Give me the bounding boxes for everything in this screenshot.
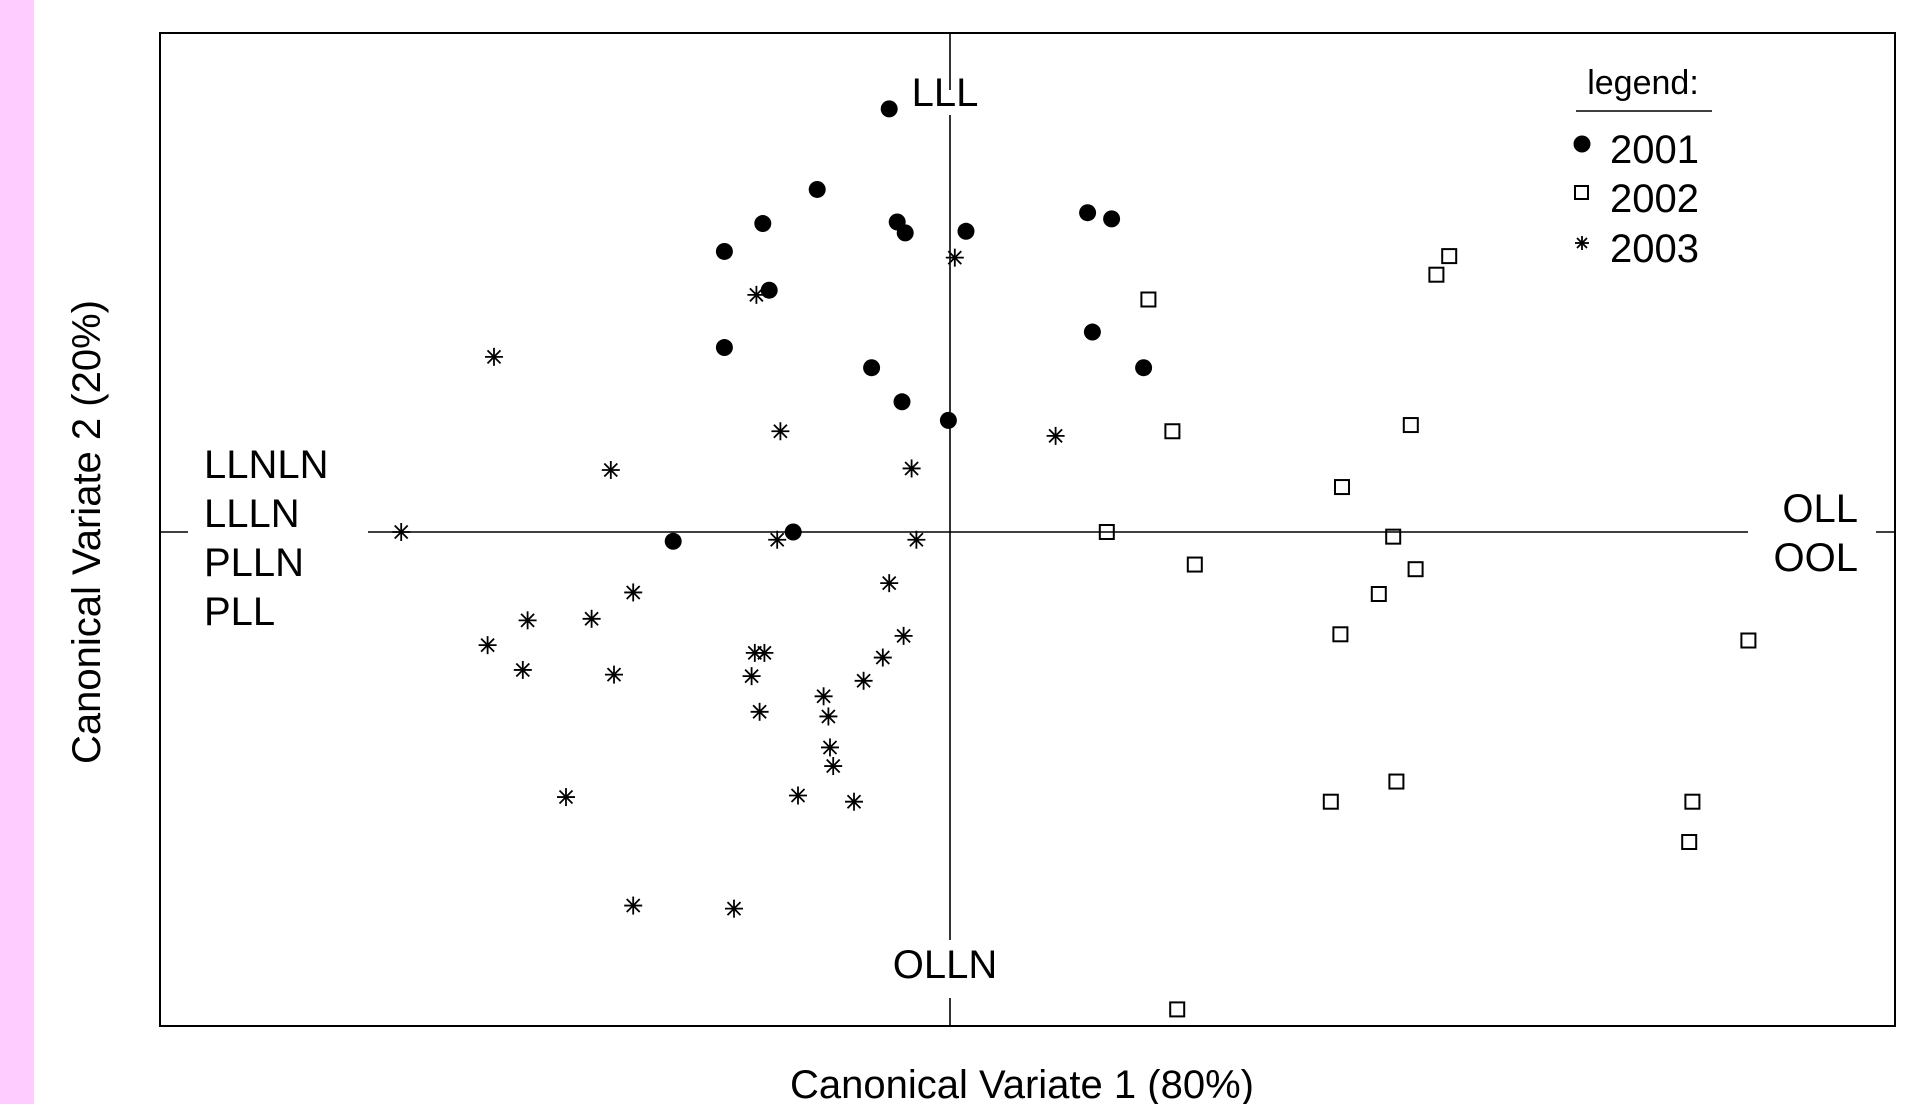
point-2003-27 — [821, 738, 839, 757]
legend-marker-2003 — [1575, 236, 1589, 250]
point-2003-3 — [485, 347, 503, 366]
point-2002-11 — [1370, 586, 1387, 602]
point-2003-10 — [907, 530, 926, 549]
pole-label-left-4: PLL — [204, 590, 275, 634]
point-2002-15 — [1388, 773, 1405, 790]
point-2001-14 — [1103, 210, 1121, 228]
point-2003-5 — [771, 422, 790, 441]
pole-label-right-2: OOL — [1774, 536, 1858, 580]
point-2003-29 — [789, 786, 807, 805]
point-2003-23 — [854, 671, 873, 690]
legend-label-2003: 2003 — [1610, 227, 1699, 271]
legend-marker-2001 — [1573, 135, 1591, 153]
point-2002-8 — [1385, 528, 1402, 545]
point-2001-11 — [893, 393, 911, 411]
x-axis-title: Canonical Variate 1 (80%) — [790, 1063, 1254, 1104]
pole-label-left-1: LLNLN — [204, 443, 329, 487]
point-2003-11 — [880, 574, 899, 593]
point-2003-14 — [518, 611, 537, 630]
point-2002-17 — [1681, 834, 1698, 850]
point-2003-31 — [557, 788, 575, 807]
point-2001-2 — [808, 180, 826, 198]
point-2002-7 — [1098, 524, 1115, 540]
point-2002-13 — [1740, 632, 1757, 649]
point-2002-14 — [1322, 793, 1339, 810]
point-2003-17 — [605, 665, 623, 684]
point-2003-22 — [873, 648, 892, 667]
legend: legend: 2001 2002 2003 — [1573, 64, 1712, 271]
point-2003-4 — [392, 523, 411, 541]
point-2001-9 — [715, 339, 733, 357]
point-2003-26 — [750, 702, 769, 721]
point-2003-21 — [894, 626, 913, 645]
point-2003-1 — [945, 248, 964, 267]
point-2003-33 — [624, 896, 643, 915]
point-2001-16 — [1135, 359, 1153, 377]
point-2003-32 — [725, 899, 743, 918]
point-2003-28 — [824, 757, 843, 776]
point-2002-10 — [1407, 561, 1424, 578]
point-2002-4 — [1164, 423, 1181, 440]
point-2001-17 — [664, 532, 682, 550]
point-2001-7 — [715, 242, 733, 260]
point-2002-9 — [1186, 556, 1203, 573]
point-2003-30 — [845, 792, 863, 811]
legend-marker-2002 — [1574, 185, 1589, 200]
point-2001-18 — [784, 523, 802, 541]
pole-label-left-3: PLLN — [204, 541, 304, 585]
pole-label-top: LLL — [912, 71, 979, 115]
data-points — [392, 100, 1757, 1018]
point-2003-12 — [624, 583, 643, 602]
legend-label-2002: 2002 — [1610, 177, 1699, 221]
point-2001-15 — [1083, 323, 1101, 341]
point-2002-1 — [1441, 248, 1458, 265]
point-2003-16 — [513, 660, 532, 679]
point-2002-5 — [1402, 417, 1419, 434]
y-axis-title: Canonical Variate 2 (20%) — [65, 300, 109, 764]
point-2003-19 — [755, 643, 774, 662]
point-2003-7 — [902, 459, 921, 478]
point-2002-3 — [1140, 291, 1157, 308]
point-2002-16 — [1684, 793, 1701, 810]
point-2003-13 — [582, 609, 601, 628]
pole-label-left-2: LLLN — [204, 492, 300, 536]
point-2003-2 — [747, 285, 766, 304]
pole-label-bottom: OLLN — [893, 943, 998, 987]
point-2003-6 — [601, 461, 620, 479]
point-2001-5 — [957, 222, 975, 240]
point-2002-18 — [1169, 1001, 1186, 1018]
point-2001-13 — [1079, 204, 1097, 222]
legend-title: legend: — [1587, 64, 1699, 102]
point-2001-12 — [939, 411, 957, 429]
left-accent-band — [0, 0, 34, 1104]
point-2001-10 — [863, 359, 881, 377]
point-2003-24 — [814, 687, 833, 706]
point-2003-9 — [768, 530, 787, 549]
plot-frame — [159, 32, 1896, 1027]
point-2002-6 — [1334, 479, 1350, 496]
point-2003-20 — [742, 667, 761, 686]
point-2001-6 — [754, 215, 772, 233]
point-2001-4 — [896, 224, 914, 242]
pole-label-right-1: OLL — [1782, 487, 1858, 531]
point-2002-2 — [1428, 266, 1445, 283]
legend-label-2001: 2001 — [1610, 128, 1699, 172]
point-2001-1 — [880, 100, 898, 118]
point-2003-25 — [819, 707, 838, 726]
point-2003-8 — [1046, 426, 1065, 445]
point-2003-15 — [478, 636, 497, 655]
point-2002-12 — [1332, 626, 1349, 643]
point-2001-8 — [760, 281, 778, 299]
